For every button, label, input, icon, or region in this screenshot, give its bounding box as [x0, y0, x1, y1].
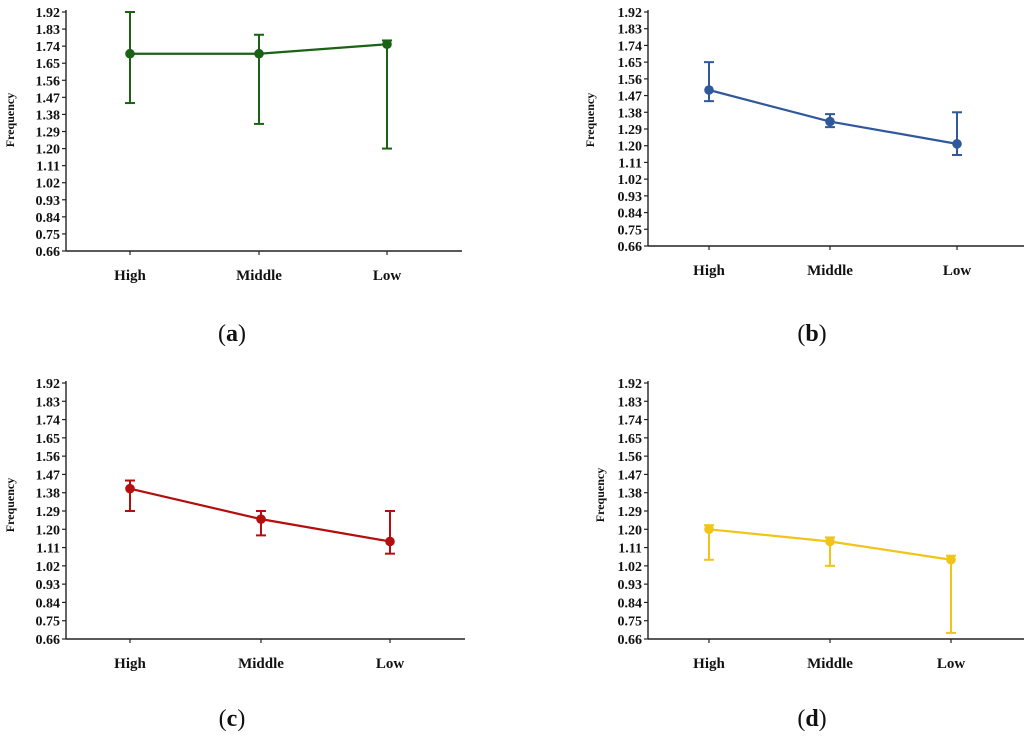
y-tick-label-c: 0.93 [36, 578, 61, 593]
y-axis-title-a: Frequency [3, 93, 17, 147]
panel-label-c: (c) [219, 706, 246, 732]
y-tick-label-a: 0.84 [36, 211, 61, 226]
data-point-a [125, 48, 135, 59]
x-tick-label-d: High [693, 656, 725, 672]
data-point-d [825, 536, 835, 547]
y-tick-label-b: 0.93 [618, 190, 643, 205]
y-tick-label-b: 1.83 [618, 23, 643, 38]
y-tick-label-a: 1.29 [36, 126, 61, 141]
y-tick-label-d: 1.20 [618, 523, 643, 538]
y-tick-label-b: 0.84 [618, 207, 643, 222]
x-tick-label-c: Low [376, 656, 405, 672]
panel-label-d: (d) [797, 706, 826, 732]
y-tick-label-a: 1.56 [36, 74, 61, 89]
x-tick-label-b: High [693, 263, 725, 279]
y-tick-label-d: 1.83 [618, 395, 643, 410]
y-tick-label-c: 1.65 [36, 432, 61, 447]
x-tick-label-c: Middle [238, 656, 284, 672]
y-tick-label-b: 1.02 [618, 173, 643, 188]
y-tick-label-c: 1.38 [36, 487, 61, 502]
y-axis-title-d: Frequency [593, 468, 607, 522]
y-tick-label-d: 1.29 [618, 505, 643, 520]
data-point-d [946, 554, 956, 565]
y-tick-label-b: 1.20 [618, 140, 643, 155]
data-point-a [254, 48, 264, 59]
y-axis-title-b: Frequency [583, 93, 597, 147]
y-tick-label-d: 0.84 [618, 596, 643, 611]
y-tick-label-d: 1.65 [618, 432, 643, 447]
y-tick-label-d: 1.56 [618, 450, 643, 465]
data-point-c [125, 483, 135, 494]
data-point-b [704, 85, 714, 95]
data-point-a [382, 39, 392, 50]
y-tick-label-c: 1.11 [36, 542, 60, 557]
y-tick-label-c: 1.47 [36, 468, 61, 483]
y-tick-label-a: 1.92 [36, 6, 61, 21]
y-tick-label-a: 1.11 [36, 160, 60, 175]
x-tick-label-c: High [114, 656, 146, 672]
y-tick-label-c: 1.02 [36, 560, 61, 575]
x-tick-label-a: High [114, 268, 146, 284]
y-tick-label-b: 1.92 [618, 6, 643, 21]
y-tick-label-b: 1.29 [618, 123, 643, 138]
y-tick-label-d: 1.02 [618, 560, 643, 575]
y-tick-label-c: 1.83 [36, 395, 61, 410]
data-point-b [825, 116, 835, 127]
y-tick-label-d: 1.11 [618, 542, 642, 557]
y-tick-label-a: 0.66 [36, 245, 61, 260]
y-tick-label-a: 0.93 [36, 194, 61, 209]
y-tick-label-b: 1.65 [618, 56, 643, 71]
y-tick-label-b: 0.75 [618, 223, 643, 238]
y-tick-label-a: 1.02 [36, 177, 61, 192]
x-tick-label-d: Middle [807, 656, 853, 672]
panel-c: 0.66 0.75 0.84 0.93 1.02 1.11 1.20 1.29 1.38 1.47… [3, 377, 465, 672]
y-tick-label-a: 1.83 [36, 23, 61, 38]
y-tick-label-d: 1.92 [618, 377, 643, 392]
y-tick-label-c: 1.20 [36, 523, 61, 538]
y-tick-label-d: 0.93 [618, 578, 643, 593]
y-tick-label-a: 1.38 [36, 108, 61, 123]
panel-a: 0.66 0.75 0.84 0.93 1.02 1.11 1.20 1.29 1.38 1.47… [3, 6, 462, 284]
y-tick-label-b: 1.11 [618, 156, 642, 171]
y-tick-label-d: 0.75 [618, 615, 643, 630]
y-tick-label-c: 1.74 [36, 414, 61, 429]
y-tick-label-d: 1.38 [618, 487, 643, 502]
series-line-b [708, 88, 958, 145]
y-tick-label-d: 0.66 [618, 633, 643, 648]
y-tick-label-b: 0.66 [618, 240, 643, 255]
y-tick-label-b: 1.47 [618, 90, 643, 105]
y-tick-label-c: 1.29 [36, 505, 61, 520]
panel-label-a: (a) [218, 321, 246, 347]
y-tick-label-d: 1.47 [618, 468, 643, 483]
y-tick-label-d: 1.74 [618, 414, 643, 429]
y-tick-label-a: 0.75 [36, 228, 61, 243]
panel-b: 0.66 0.750.84 0.93 1.02 1.111.20 1.29 1.381.47… [583, 6, 1024, 279]
y-tick-label-a: 1.20 [36, 143, 61, 158]
y-tick-label-a: 1.47 [36, 91, 61, 106]
y-tick-label-b: 1.56 [618, 73, 643, 88]
x-tick-label-d: Low [937, 656, 966, 672]
y-axis-title-c: Frequency [3, 478, 17, 532]
y-tick-label-c: 1.92 [36, 377, 61, 392]
y-tick-label-a: 1.65 [36, 57, 61, 72]
panel-d: 0.66 0.75 0.84 0.93 1.02 1.11 1.20 1.29 1.38 1.47… [593, 377, 1024, 672]
y-tick-label-b: 1.74 [618, 39, 643, 54]
data-point-d [704, 524, 714, 535]
y-tick-label-c: 0.75 [36, 615, 61, 630]
y-tick-label-a: 1.74 [36, 40, 61, 55]
y-tick-label-c: 1.56 [36, 450, 61, 465]
x-tick-label-b: Low [943, 263, 972, 279]
data-point-c [385, 536, 395, 547]
panel-label-b: (b) [797, 321, 826, 347]
y-tick-label-c: 0.66 [36, 633, 61, 648]
y-tick-label-c: 0.84 [36, 596, 61, 611]
x-tick-label-a: Middle [236, 268, 282, 284]
data-point-c [256, 514, 266, 524]
x-tick-label-b: Middle [807, 263, 853, 279]
data-point-b [952, 139, 962, 149]
y-tick-label-b: 1.38 [618, 106, 643, 121]
x-tick-label-a: Low [373, 268, 402, 284]
